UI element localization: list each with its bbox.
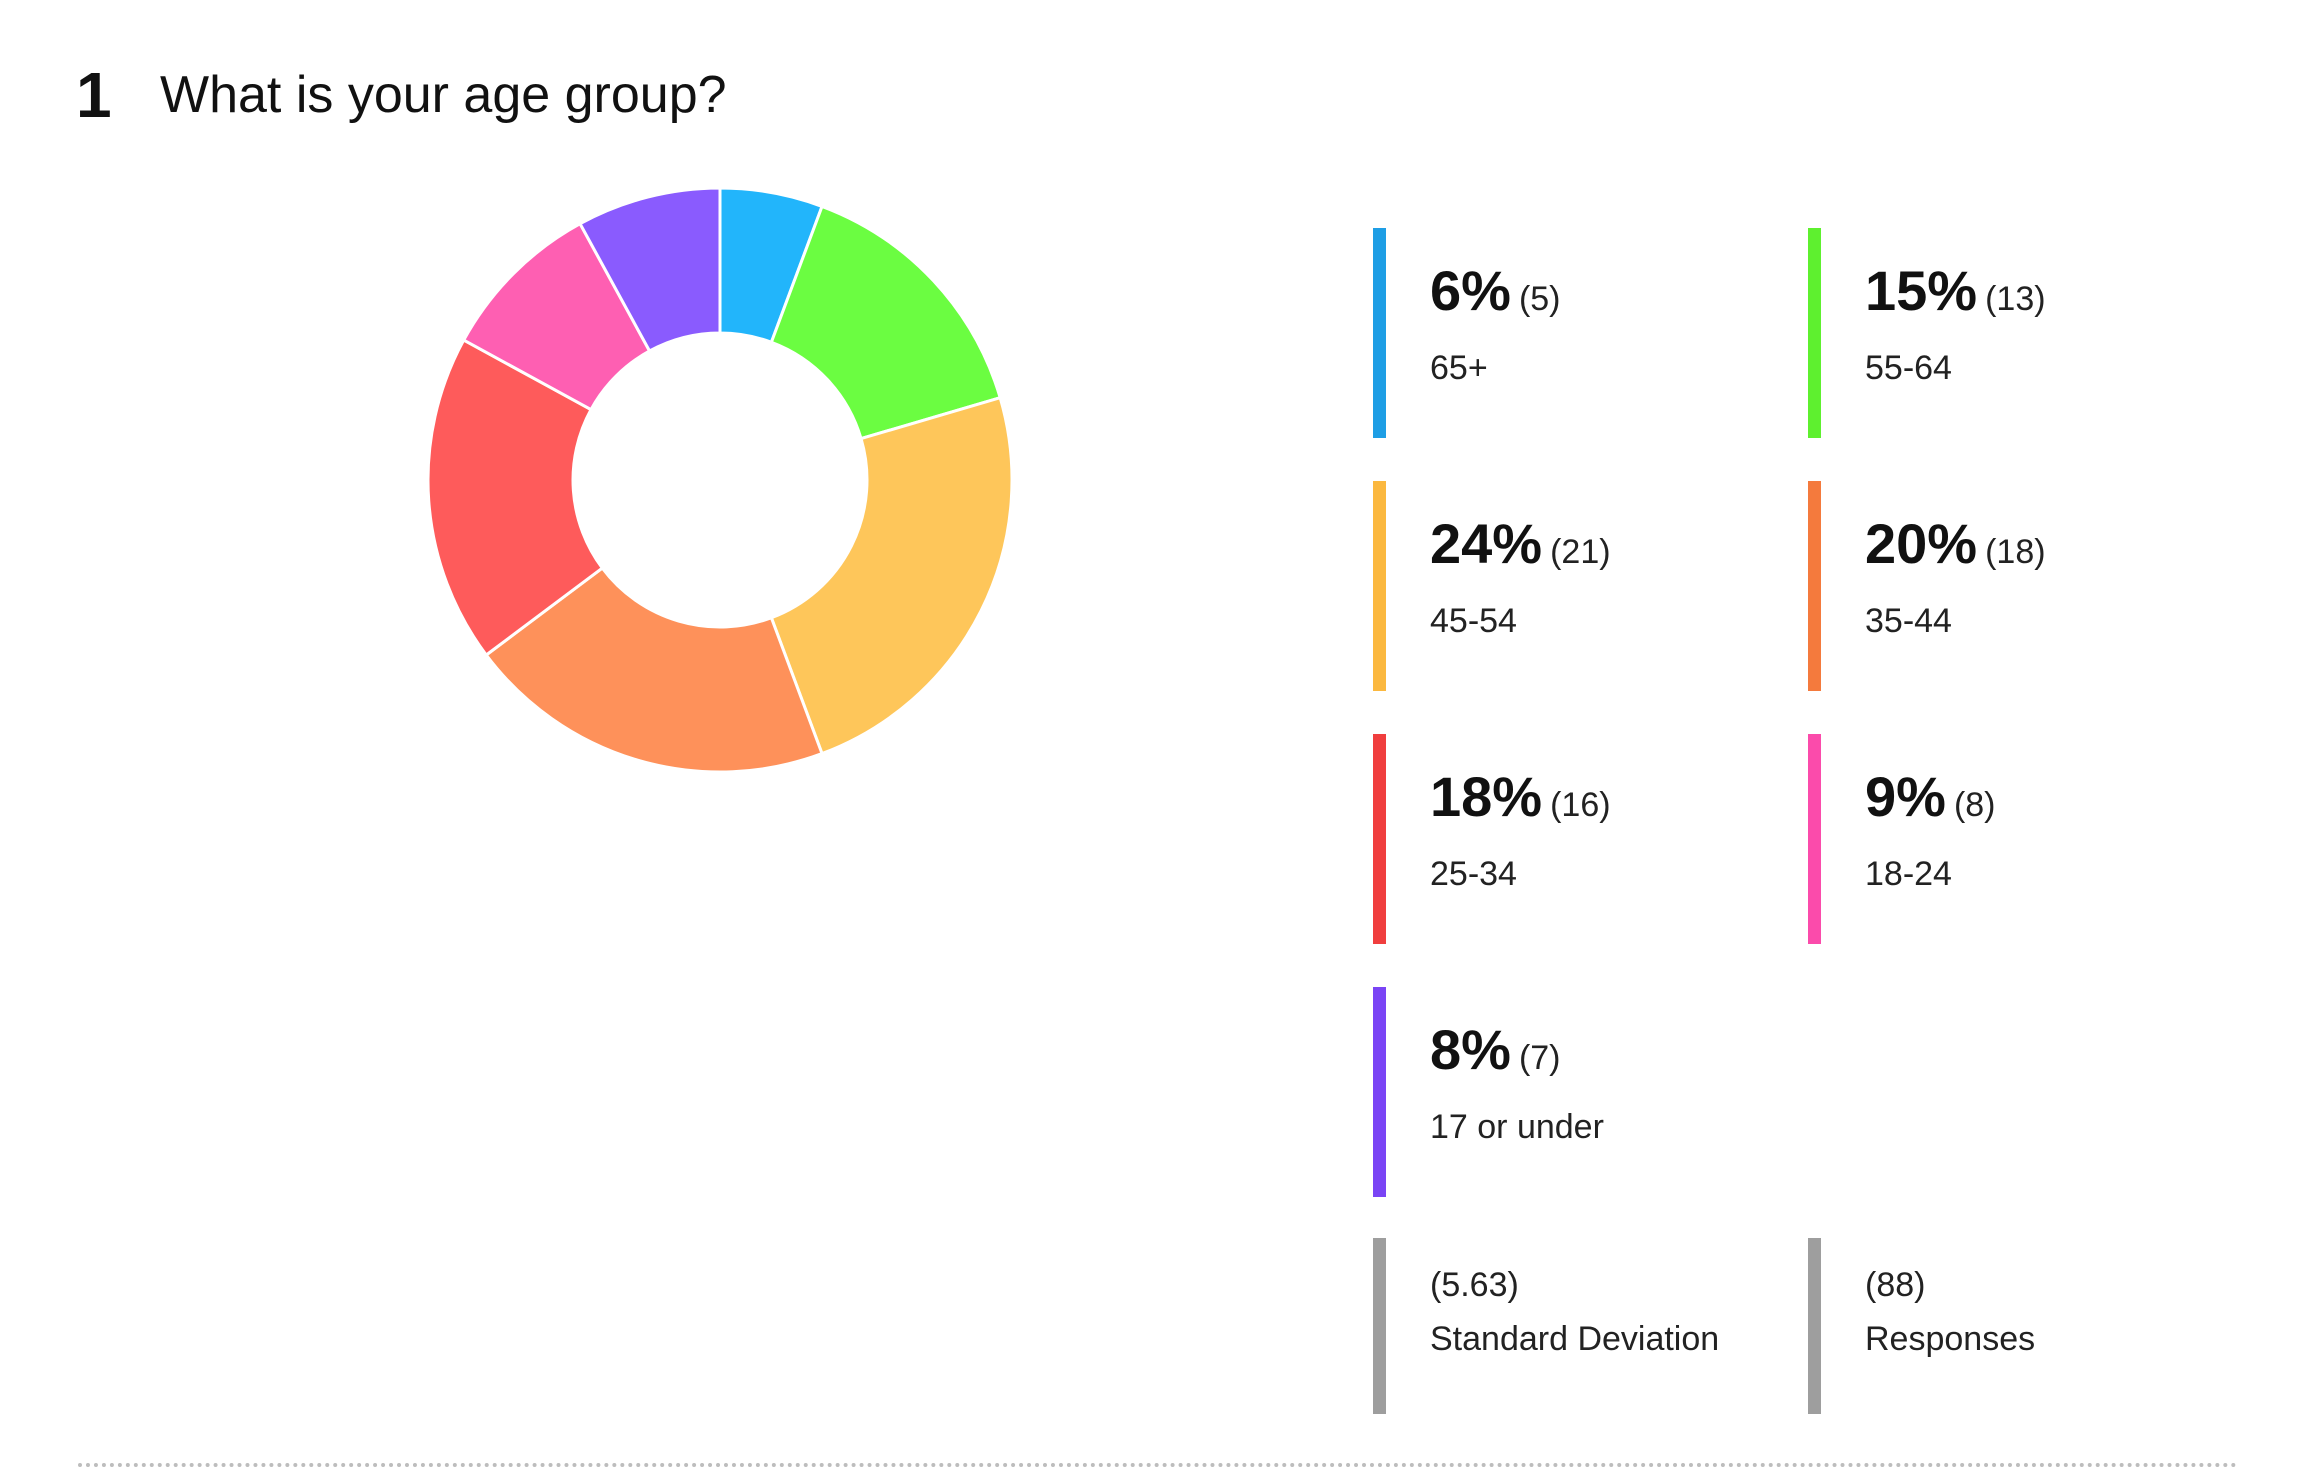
donut-chart (426, 186, 1014, 774)
legend-percent: 6% (1430, 259, 1511, 322)
legend-label: 18-24 (1865, 855, 1952, 893)
question-header: 1 What is your age group? (76, 40, 727, 150)
legend-item-17-or-under: 8% (7) 17 or under (1373, 987, 1793, 1197)
responses-stat: (88) Responses (1808, 1238, 2228, 1414)
legend-count: (13) (1985, 280, 2046, 318)
legend-percent: 9% (1865, 765, 1946, 828)
legend-text: 20% (18) 35-44 (1865, 516, 2046, 640)
legend-color-bar (1373, 228, 1386, 438)
legend-count: (18) (1985, 533, 2046, 571)
legend-value-line: 6% (5) (1430, 263, 1561, 319)
legend-count: (7) (1518, 1039, 1561, 1077)
legend-color-bar (1808, 481, 1821, 691)
legend-label: 55-64 (1865, 349, 1952, 387)
legend-color-bar (1373, 734, 1386, 944)
legend-item-18-24: 9% (8) 18-24 (1808, 734, 2228, 944)
legend-text: 24% (21) 45-54 (1430, 516, 1611, 640)
legend-label: 65+ (1430, 349, 1488, 387)
responses-label: Responses (1865, 1320, 2036, 1358)
donut-slice-25-34 (426, 338, 605, 658)
legend-count: (21) (1550, 533, 1611, 571)
legend-percent: 15% (1865, 259, 1978, 322)
legend-text: 6% (5) 65+ (1430, 263, 1561, 387)
std-dev-stat: (5.63) Standard Deviation (1373, 1238, 1793, 1414)
legend-text: 18% (16) 25-34 (1430, 769, 1611, 893)
legend-value-line: 15% (13) (1865, 263, 2046, 319)
legend-percent: 18% (1430, 765, 1543, 828)
std-dev-value: (5.63) (1430, 1266, 1519, 1304)
legend-value-line: 20% (18) (1865, 516, 2046, 572)
section-divider (78, 1463, 2238, 1467)
legend-text: 15% (13) 55-64 (1865, 263, 2046, 387)
legend-color-bar (1808, 228, 1821, 438)
legend-label: 25-34 (1430, 855, 1517, 893)
question-number: 1 (76, 59, 112, 131)
std-dev-bar (1373, 1238, 1386, 1414)
legend-value-line: 9% (8) (1865, 769, 1996, 825)
std-dev-label: Standard Deviation (1430, 1320, 1720, 1358)
legend-value-line: 24% (21) (1430, 516, 1611, 572)
legend-value-line: 18% (16) (1430, 769, 1611, 825)
responses-bar (1808, 1238, 1821, 1414)
donut-slice-55-64 (769, 204, 1003, 441)
legend-color-bar (1373, 481, 1386, 691)
legend-item-65-: 6% (5) 65+ (1373, 228, 1793, 438)
legend-color-bar (1808, 734, 1821, 944)
legend-item-45-54: 24% (21) 45-54 (1373, 481, 1793, 691)
legend-percent: 24% (1430, 512, 1543, 575)
donut-slice-35-44 (484, 565, 824, 774)
legend-item-25-34: 18% (16) 25-34 (1373, 734, 1793, 944)
legend-label: 45-54 (1430, 602, 1517, 640)
legend-count: (16) (1550, 786, 1611, 824)
question-title: What is your age group? (160, 66, 727, 124)
legend-count: (5) (1518, 280, 1561, 318)
donut-slice-45-54 (769, 395, 1014, 756)
donut-slice-17-or-under (578, 186, 722, 354)
legend-label: 35-44 (1865, 602, 1952, 640)
legend-text: 8% (7) 17 or under (1430, 1022, 1604, 1146)
responses-value: (88) (1865, 1266, 1926, 1304)
legend-value-line: 8% (7) (1430, 1022, 1604, 1078)
legend-text: 9% (8) 18-24 (1865, 769, 1996, 893)
legend-item-35-44: 20% (18) 35-44 (1808, 481, 2228, 691)
legend-percent: 20% (1865, 512, 1978, 575)
legend-percent: 8% (1430, 1018, 1511, 1081)
legend-item-55-64: 15% (13) 55-64 (1808, 228, 2228, 438)
legend-label: 17 or under (1430, 1108, 1604, 1146)
legend-count: (8) (1953, 786, 1996, 824)
legend-color-bar (1373, 987, 1386, 1197)
